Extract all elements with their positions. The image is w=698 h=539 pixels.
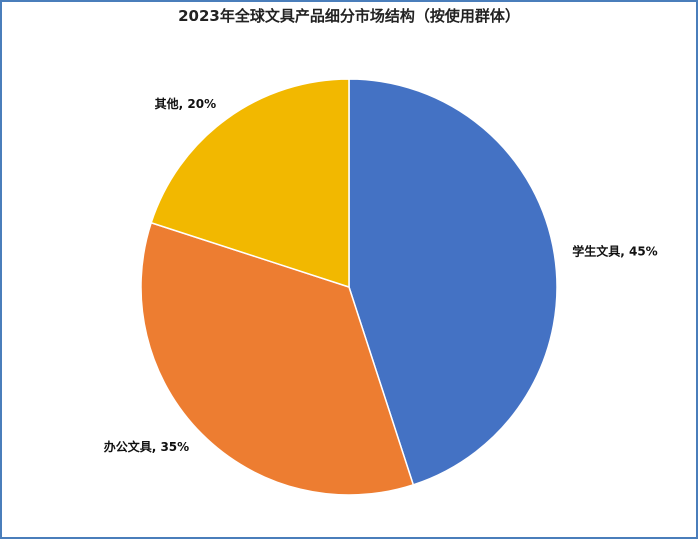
data-label: 学生文具, 45% <box>572 243 658 258</box>
label-value: 45% <box>629 244 658 258</box>
label-value: 20% <box>187 97 216 111</box>
label-separator: , <box>152 439 161 453</box>
label-value: 35% <box>160 439 189 453</box>
data-label: 办公文具, 35% <box>104 438 190 453</box>
label-category: 其他 <box>155 96 179 111</box>
pie-slice <box>150 78 350 289</box>
label-category: 办公文具 <box>104 438 152 453</box>
pie-slice <box>348 78 558 486</box>
pie <box>140 78 558 496</box>
label-category: 学生文具 <box>572 243 620 258</box>
label-separator: , <box>179 97 188 111</box>
chart-title: 2023年全球文具产品细分市场结构（按使用群体） <box>178 7 520 25</box>
data-labels: 学生文具, 45% 办公文具, 35% 其他, 20% <box>104 96 658 454</box>
pie-slice <box>140 221 415 496</box>
label-separator: , <box>620 244 629 258</box>
data-label: 其他, 20% <box>155 96 217 111</box>
